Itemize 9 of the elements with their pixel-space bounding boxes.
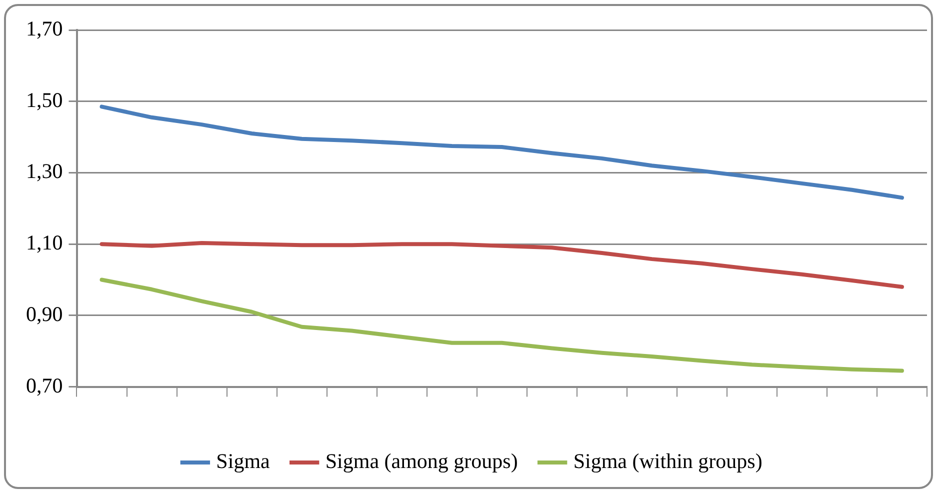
legend-label: Sigma (within groups) [573, 449, 762, 474]
y-tick-label: 1,50 [26, 88, 63, 112]
y-tick-label: 1,30 [26, 159, 63, 184]
y-tick-label: 1,70 [26, 16, 63, 41]
legend-label: Sigma (among groups) [325, 449, 518, 474]
y-tick-label: 1,10 [26, 230, 63, 255]
y-tick-label: 0,70 [26, 373, 63, 398]
y-tick-label: 0,90 [26, 302, 63, 326]
legend-label: Sigma [216, 449, 271, 474]
